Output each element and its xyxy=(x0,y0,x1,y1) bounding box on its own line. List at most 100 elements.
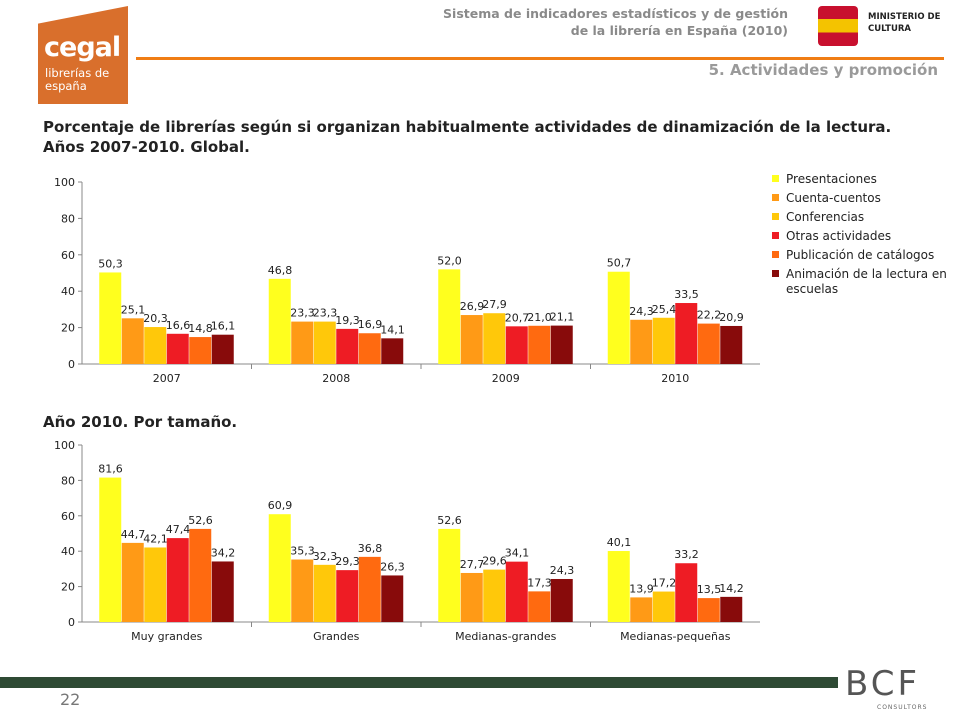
chart1-bar xyxy=(211,334,234,364)
legend-label: Conferencias xyxy=(786,210,865,224)
chart2-bar xyxy=(358,556,381,622)
chart1-bar xyxy=(144,327,167,364)
chart2-data-label: 35,3 xyxy=(290,545,315,558)
chart2-data-label: 52,6 xyxy=(437,514,462,527)
chart1-data-label: 21,1 xyxy=(550,311,575,324)
chart1-title: Porcentaje de librerías según si organiz… xyxy=(43,118,892,156)
chart2-data-label: 81,6 xyxy=(98,463,123,476)
chart1-bar xyxy=(99,272,122,364)
section-title: 5. Actividades y promoción xyxy=(708,61,938,79)
chart1-bar xyxy=(268,278,291,364)
logo-subtitle: librerías de españa xyxy=(45,66,110,93)
ministry-label: MINISTERIO DE CULTURA xyxy=(868,12,941,34)
chart2-data-label: 29,6 xyxy=(482,555,507,568)
legend-label: Cuenta-cuentos xyxy=(786,191,881,205)
chart1-data-label: 20,3 xyxy=(143,312,168,325)
legend-swatch xyxy=(772,270,779,277)
chart2-bar xyxy=(607,551,630,622)
bcf-logo-subtitle: CONSULTORS xyxy=(877,704,928,711)
chart1-legend: Presentaciones Cuenta-cuentos Conferencias… xyxy=(772,172,952,301)
chart2-x-tick-label: Grandes xyxy=(313,630,360,643)
chart1-x-tick-label: 2010 xyxy=(661,372,689,385)
chart1-bar xyxy=(528,325,551,364)
chart1-data-label: 46,8 xyxy=(268,264,293,277)
chart1-data-label: 23,3 xyxy=(313,307,338,320)
chart2-bar xyxy=(720,596,743,622)
legend-swatch xyxy=(772,175,779,182)
chart1-y-tick-label: 100 xyxy=(54,176,75,189)
chart2-data-label: 36,8 xyxy=(358,542,383,555)
chart1-data-label: 52,0 xyxy=(437,254,462,267)
chart1-data-label: 24,3 xyxy=(629,305,654,318)
chart2-bar xyxy=(336,570,359,622)
chart1-bar xyxy=(505,326,528,364)
spain-shield-icon xyxy=(818,6,858,46)
chart1-x-tick-label: 2007 xyxy=(153,372,181,385)
system-title-line2: de la librería en España (2010) xyxy=(570,23,788,38)
chart2-y-tick-label: 40 xyxy=(61,545,75,558)
chart2-y-tick-label: 80 xyxy=(61,474,75,487)
chart2-bar xyxy=(675,563,698,622)
chart2-bar xyxy=(121,542,144,622)
chart1-data-label: 25,1 xyxy=(121,303,146,316)
chart2-bar xyxy=(99,477,122,622)
chart1-y-tick-label: 20 xyxy=(61,322,75,335)
chart2-data-label: 24,3 xyxy=(550,564,575,577)
chart1-y-tick-label: 80 xyxy=(61,212,75,225)
chart1-data-label: 14,1 xyxy=(380,323,405,336)
cegal-logo: cegal librerías de españa xyxy=(38,6,128,104)
chart2-title: Año 2010. Por tamaño. xyxy=(43,413,238,431)
chart1-data-label: 19,3 xyxy=(335,314,360,327)
chart2-data-label: 42,1 xyxy=(143,532,168,545)
chart1-bar xyxy=(630,319,653,364)
chart1-x-tick-label: 2008 xyxy=(322,372,350,385)
page-number: 22 xyxy=(60,690,81,709)
chart2-bar xyxy=(630,597,653,622)
chart2-data-label: 47,4 xyxy=(166,523,191,536)
chart1-data-label: 16,1 xyxy=(211,320,236,333)
chart2-data-label: 26,3 xyxy=(380,560,405,573)
chart1-data-label: 26,9 xyxy=(460,300,485,313)
chart2-data-label: 29,3 xyxy=(335,555,360,568)
chart2-bar xyxy=(550,578,573,622)
chart1-bar xyxy=(720,325,743,364)
chart1-bar xyxy=(460,315,483,364)
chart2-bar xyxy=(528,591,551,622)
chart1-bar xyxy=(697,323,720,364)
chart1-y-tick-label: 0 xyxy=(68,358,75,371)
chart1-data-label: 20,7 xyxy=(505,311,530,324)
legend-swatch xyxy=(772,232,779,239)
bcf-logo: BCF CONSULTORS xyxy=(845,662,945,714)
chart2-data-label: 34,2 xyxy=(211,546,236,559)
system-title: Sistema de indicadores estadísticos y de… xyxy=(443,5,788,39)
ministry-logo: MINISTERIO DE CULTURA xyxy=(812,4,952,48)
chart1-data-label: 22,2 xyxy=(697,309,722,322)
chart1-x-tick-label: 2009 xyxy=(492,372,520,385)
chart1-bar xyxy=(291,321,314,364)
chart1-bar xyxy=(189,337,212,364)
chart1-y-tick-label: 40 xyxy=(61,285,75,298)
chart2-bar xyxy=(652,591,675,622)
chart2-y-tick-label: 60 xyxy=(61,510,75,523)
chart1-bar xyxy=(652,317,675,364)
legend-item: Cuenta-cuentos xyxy=(772,191,952,206)
chart1-data-label: 16,6 xyxy=(166,319,191,332)
chart2-bar xyxy=(483,569,506,622)
legend-label: Presentaciones xyxy=(786,172,877,186)
header-divider xyxy=(136,57,944,60)
chart2-bar xyxy=(460,572,483,622)
chart1-y-tick-label: 60 xyxy=(61,249,75,262)
legend-item: Presentaciones xyxy=(772,172,952,187)
chart2-x-tick-label: Muy grandes xyxy=(131,630,202,643)
chart1-bar xyxy=(483,313,506,364)
chart2-data-label: 27,7 xyxy=(460,558,485,571)
chart-activities-by-year: 0 20 40 60 80 100 2007 50,3 25,120,316,614,816,1… xyxy=(54,176,760,385)
footer-bar xyxy=(0,677,838,688)
chart2-bar xyxy=(166,538,189,622)
chart1-bar xyxy=(313,321,336,364)
chart2-bar xyxy=(438,528,461,622)
legend-swatch xyxy=(772,251,779,258)
chart2-data-label: 13,5 xyxy=(697,583,722,596)
chart1-data-label: 14,8 xyxy=(188,322,213,335)
chart2-data-label: 60,9 xyxy=(268,499,293,512)
